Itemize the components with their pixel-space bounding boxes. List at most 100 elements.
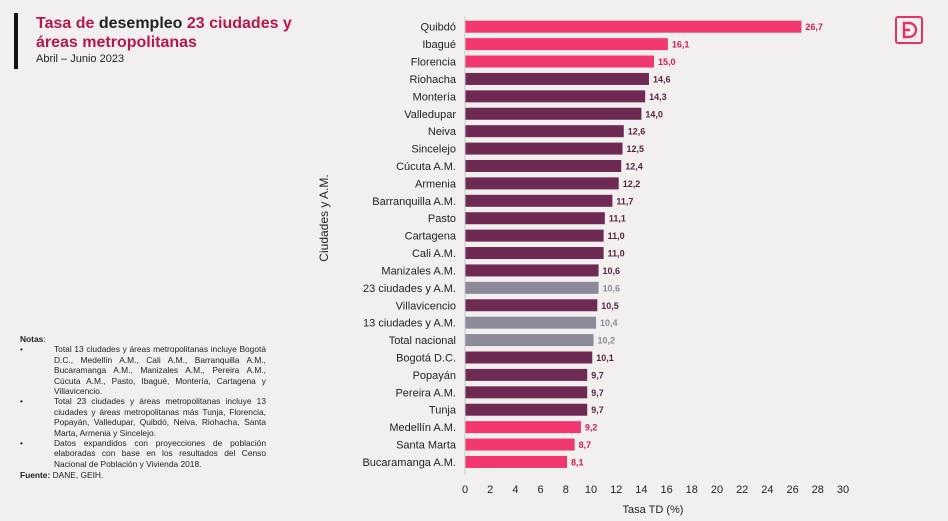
category-label: Cúcuta A.M.	[396, 161, 456, 173]
category-label: Cartagena	[405, 231, 457, 243]
bar	[465, 455, 568, 468]
category-label: Florencia	[411, 57, 457, 69]
category-label: Neiva	[428, 126, 457, 138]
bar	[465, 386, 588, 399]
note-item: • Total 23 ciudades y áreas metropolitana…	[20, 396, 266, 438]
bar	[465, 194, 613, 207]
value-label: 11,7	[616, 196, 633, 206]
x-tick-label: 30	[837, 484, 849, 496]
value-label: 10,1	[596, 353, 614, 363]
category-label: 23 ciudades y A.M.	[363, 283, 456, 295]
x-tick-label: 18	[686, 484, 698, 496]
value-label: 14,0	[645, 109, 663, 119]
value-label: 10,5	[601, 301, 619, 311]
category-label: Tunja	[429, 405, 457, 417]
value-label: 15,0	[658, 57, 676, 67]
category-label: Santa Marta	[396, 440, 457, 452]
bar	[465, 177, 619, 190]
category-label: Armenia	[415, 178, 457, 190]
value-label: 9,7	[591, 370, 604, 380]
x-tick-label: 24	[761, 484, 773, 496]
category-label: Bucaramanga A.M.	[362, 457, 456, 469]
category-label: Riohacha	[410, 74, 457, 86]
category-label: Medellín A.M.	[389, 422, 456, 434]
title-part-3: 23 ciudades y áreas metropolitanas	[36, 15, 292, 51]
bar	[465, 107, 642, 120]
note-item: • Datos expandidos con proyecciones de po…	[20, 438, 266, 469]
x-tick-label: 28	[812, 484, 824, 496]
x-tick-label: 4	[512, 484, 518, 496]
x-tick-label: 22	[736, 484, 748, 496]
value-label: 9,7	[591, 405, 604, 415]
category-label: Pasto	[428, 213, 456, 225]
bar	[465, 90, 646, 103]
category-label: Pereira A.M.	[395, 387, 456, 399]
x-axis-title: Tasa TD (%)	[623, 504, 684, 516]
bar	[465, 55, 654, 68]
x-tick-label: 26	[786, 484, 798, 496]
bar	[465, 142, 623, 155]
y-axis-title: Ciudades y A.M.	[317, 174, 331, 261]
value-label: 12,5	[627, 144, 645, 154]
bar	[465, 247, 604, 260]
bar	[465, 368, 588, 381]
value-label: 12,2	[623, 179, 641, 189]
x-tick-label: 12	[610, 484, 622, 496]
value-label: 11,0	[608, 249, 625, 259]
bar	[465, 403, 588, 416]
category-label: Valledupar	[404, 109, 456, 121]
brand-logo	[895, 16, 923, 44]
category-label: Sincelejo	[411, 144, 456, 156]
category-label: Barranquilla A.M.	[372, 196, 456, 208]
x-tick-label: 8	[563, 484, 569, 496]
value-label: 8,1	[571, 457, 584, 467]
bar	[465, 72, 649, 85]
value-label: 12,4	[625, 161, 643, 171]
bar	[465, 212, 605, 225]
value-label: 8,7	[579, 440, 592, 450]
value-label: 10,4	[600, 318, 618, 328]
bar	[465, 159, 622, 172]
x-tick-label: 20	[711, 484, 723, 496]
category-label: Montería	[413, 91, 457, 103]
value-label: 14,6	[653, 74, 671, 84]
value-label: 10,6	[603, 266, 621, 276]
title-part-1: Tasa de	[36, 15, 99, 32]
bar	[465, 20, 802, 33]
chart-subtitle: Abril – Junio 2023	[36, 53, 125, 65]
x-tick-label: 10	[585, 484, 597, 496]
category-label: 13 ciudades y A.M.	[363, 318, 456, 330]
notes-block: Notas: • Total 13 ciudades y áreas metrop…	[20, 334, 266, 481]
bar	[465, 421, 581, 434]
category-label: Quibdó	[421, 22, 456, 34]
bar	[465, 38, 668, 51]
bar	[465, 316, 597, 329]
category-label: Manizales A.M.	[381, 265, 456, 277]
title-part-2: desempleo	[98, 15, 183, 32]
bar	[465, 125, 624, 138]
bar	[465, 229, 604, 242]
source-line: Fuente: DANE, GEIH.	[20, 470, 104, 481]
value-label: 11,1	[609, 214, 626, 224]
category-label: Cali A.M.	[412, 248, 456, 260]
x-tick-label: 2	[487, 484, 493, 496]
category-label: Total nacional	[389, 335, 456, 347]
value-label: 14,3	[649, 92, 667, 102]
category-label: Villavicencio	[396, 300, 456, 312]
category-label: Popayán	[413, 370, 456, 382]
x-tick-label: 0	[462, 484, 468, 496]
d-logo-icon	[902, 21, 918, 39]
value-label: 10,6	[603, 283, 621, 293]
bar	[465, 351, 593, 364]
bar	[465, 299, 598, 312]
value-label: 16,1	[672, 40, 690, 50]
category-label: Bogotá D.C.	[396, 353, 456, 365]
value-label: 11,0	[608, 231, 625, 241]
value-label: 26,7	[805, 22, 823, 32]
note-item: • Total 13 ciudades y áreas metropolitana…	[20, 344, 266, 397]
bar	[465, 334, 594, 347]
x-tick-label: 16	[660, 484, 672, 496]
chart-title: Tasa de desempleo 23 ciudades y áreas me…	[36, 14, 316, 52]
bar	[465, 281, 599, 294]
value-label: 9,7	[591, 388, 604, 398]
